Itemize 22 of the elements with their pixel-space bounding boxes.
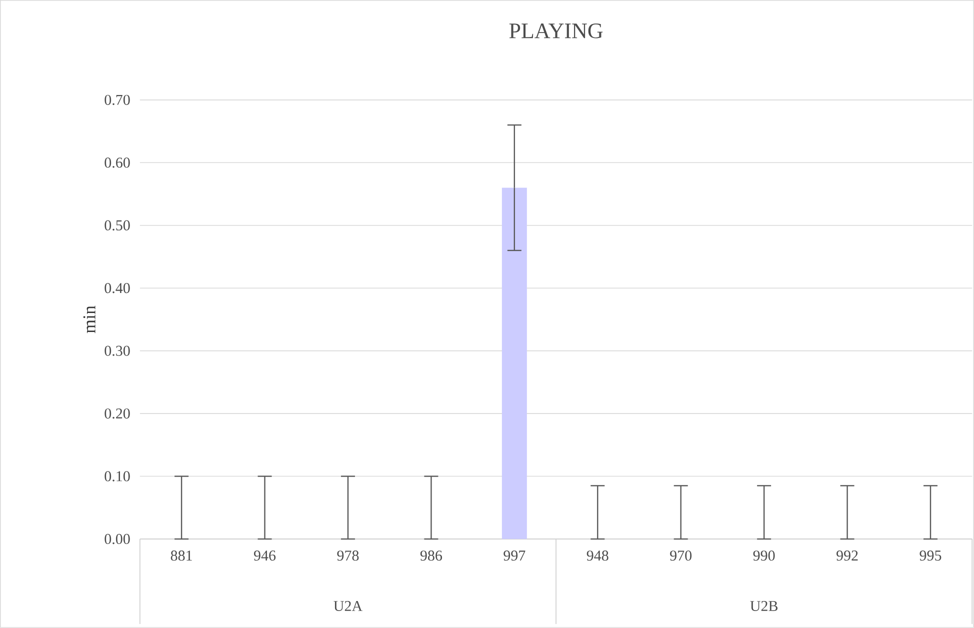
y-tick-label: 0.40 [104,283,130,294]
x-tick-label: 946 [254,550,276,561]
y-axis-title: min [83,306,96,334]
y-tick-label: 0.00 [104,534,130,544]
x-tick-label: 986 [420,550,442,561]
x-tick-label: 997 [504,550,526,561]
y-tick-label: 0.20 [104,408,130,419]
x-tick-label: 881 [170,550,192,561]
text: U2A [334,601,362,612]
y-tick-label: 0.60 [104,158,130,168]
x-tick-label: 992 [836,550,858,561]
y-tick-label: 0.70 [104,94,130,106]
y-tick-label: 0.10 [104,471,130,482]
x-tick-label: 948 [586,550,608,561]
text: U2B [750,601,778,612]
x-tick-label: 978 [337,550,359,561]
chart-title: PLAYING [509,24,603,38]
x-tick-label: 970 [670,550,692,561]
y-tick-label: 0.50 [104,220,130,230]
x-tick-label: 995 [920,550,942,561]
x-tick-label: 990 [753,550,775,561]
y-tick-label: 0.30 [104,346,130,356]
